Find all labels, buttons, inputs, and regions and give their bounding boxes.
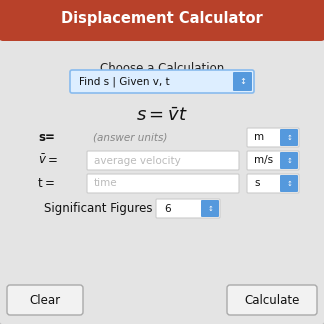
Text: ↕: ↕ bbox=[286, 180, 293, 187]
Text: s: s bbox=[254, 179, 260, 189]
FancyBboxPatch shape bbox=[7, 285, 83, 315]
Text: 6: 6 bbox=[164, 203, 171, 214]
Text: time: time bbox=[94, 179, 118, 189]
Text: Calculate: Calculate bbox=[244, 294, 300, 307]
Bar bbox=[3, 20, 321, 37]
FancyBboxPatch shape bbox=[247, 174, 299, 193]
Text: m/s: m/s bbox=[254, 156, 273, 166]
FancyBboxPatch shape bbox=[247, 151, 299, 170]
Text: t: t bbox=[38, 177, 43, 190]
Text: ↕: ↕ bbox=[286, 134, 293, 141]
Text: $\bar{v}$: $\bar{v}$ bbox=[38, 154, 47, 167]
FancyBboxPatch shape bbox=[0, 0, 324, 41]
Text: s: s bbox=[38, 131, 45, 144]
FancyBboxPatch shape bbox=[227, 285, 317, 315]
FancyBboxPatch shape bbox=[70, 70, 254, 93]
Text: Clear: Clear bbox=[29, 294, 61, 307]
FancyBboxPatch shape bbox=[280, 129, 298, 146]
Text: =: = bbox=[45, 131, 55, 144]
Text: (answer units): (answer units) bbox=[93, 133, 168, 143]
Text: Displacement Calculator: Displacement Calculator bbox=[61, 11, 263, 26]
Text: Choose a Calculation: Choose a Calculation bbox=[100, 63, 224, 75]
FancyBboxPatch shape bbox=[280, 152, 298, 169]
FancyBboxPatch shape bbox=[87, 174, 239, 193]
Text: Significant Figures: Significant Figures bbox=[43, 202, 152, 215]
Text: Find s | Given v, t: Find s | Given v, t bbox=[79, 76, 170, 87]
Text: ↕: ↕ bbox=[208, 205, 214, 212]
FancyBboxPatch shape bbox=[156, 199, 220, 218]
FancyBboxPatch shape bbox=[247, 128, 299, 147]
FancyBboxPatch shape bbox=[233, 72, 252, 91]
Text: ↕: ↕ bbox=[239, 77, 247, 86]
Text: average velocity: average velocity bbox=[94, 156, 181, 166]
FancyBboxPatch shape bbox=[87, 151, 239, 170]
Text: ↕: ↕ bbox=[286, 157, 293, 164]
Text: =: = bbox=[48, 154, 58, 167]
Text: m: m bbox=[254, 133, 264, 143]
Text: =: = bbox=[45, 177, 55, 190]
FancyBboxPatch shape bbox=[280, 175, 298, 192]
Text: $s = \bar{v}t$: $s = \bar{v}t$ bbox=[136, 107, 188, 125]
FancyBboxPatch shape bbox=[201, 200, 219, 217]
